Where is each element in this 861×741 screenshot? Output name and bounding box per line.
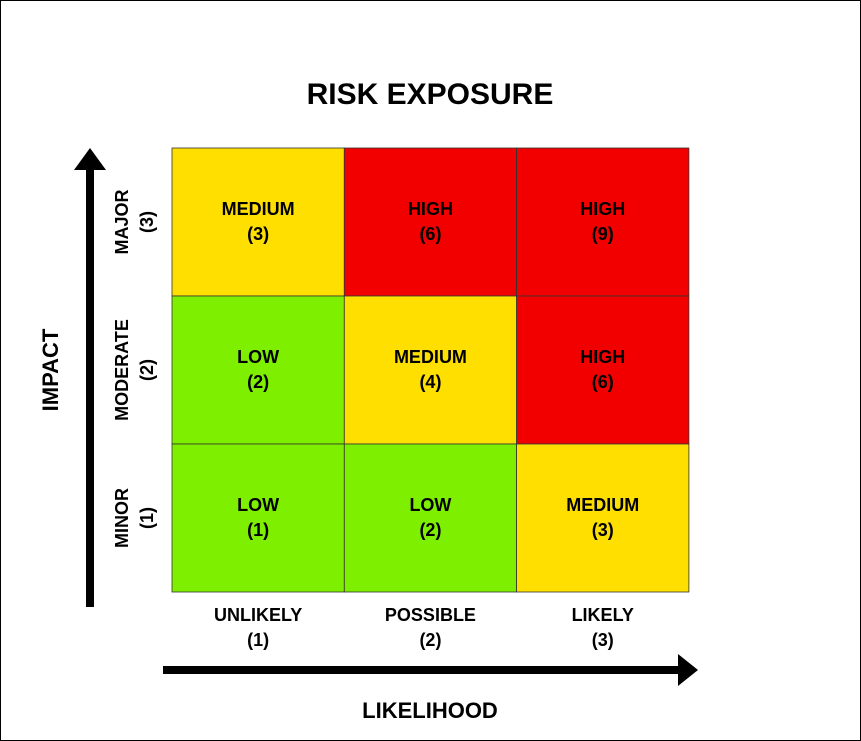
column-score: (1) [247, 630, 269, 650]
row-label: MODERATE [112, 319, 132, 421]
risk-cell [171, 295, 345, 445]
y-arrow-head [74, 148, 106, 170]
cell-label: HIGH [408, 199, 453, 219]
matrix: MEDIUM (3) HIGH (6) HIGH (9) LOW (2) MEDIUM (4) HI… [171, 147, 690, 593]
cell-score: (6) [419, 224, 441, 244]
cell-label: HIGH [580, 347, 625, 367]
risk-cell [516, 147, 690, 297]
cell-label: LOW [409, 495, 451, 515]
y-axis-label: IMPACT [38, 328, 63, 411]
risk-cell [516, 443, 690, 593]
row-label: MINOR [112, 488, 132, 548]
risk-cell [343, 295, 517, 445]
cell-score: (3) [592, 520, 614, 540]
cell-label: LOW [237, 495, 279, 515]
cell-score: (4) [419, 372, 441, 392]
title: RISK EXPOSURE [307, 78, 554, 111]
column-label: LIKELY [572, 605, 634, 625]
risk-cell [343, 147, 517, 297]
cell-label: MEDIUM [394, 347, 467, 367]
column-label: POSSIBLE [385, 605, 476, 625]
x-axis-label: LIKELIHOOD [362, 698, 498, 723]
cell-label: LOW [237, 347, 279, 367]
cell-score: (2) [419, 520, 441, 540]
row-score: (3) [137, 211, 157, 233]
row-label: MAJOR [112, 189, 132, 254]
column-label: UNLIKELY [214, 605, 302, 625]
row-score: (1) [137, 507, 157, 529]
column-score: (3) [592, 630, 614, 650]
cell-label: MEDIUM [222, 199, 295, 219]
risk-cell [343, 443, 517, 593]
risk-cell [171, 443, 345, 593]
cell-label: HIGH [580, 199, 625, 219]
cell-label: MEDIUM [566, 495, 639, 515]
cell-score: (3) [247, 224, 269, 244]
row-score: (2) [137, 359, 157, 381]
cell-score: (1) [247, 520, 269, 540]
x-arrow-head [678, 654, 698, 686]
cell-score: (2) [247, 372, 269, 392]
risk-cell [171, 147, 345, 297]
cell-score: (9) [592, 224, 614, 244]
column-score: (2) [419, 630, 441, 650]
risk-cell [516, 295, 690, 445]
cell-score: (6) [592, 372, 614, 392]
